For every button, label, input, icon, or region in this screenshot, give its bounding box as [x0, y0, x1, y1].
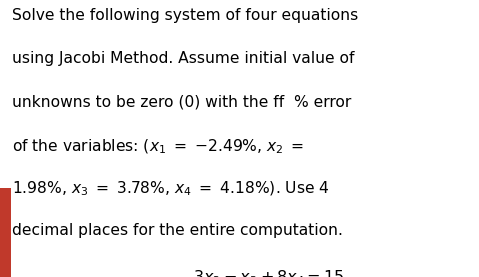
Text: $3x_2 - x_3 + 8x_4 = 15$: $3x_2 - x_3 + 8x_4 = 15$	[193, 269, 344, 277]
Text: decimal places for the entire computation.: decimal places for the entire computatio…	[12, 223, 343, 238]
Text: Solve the following system of four equations: Solve the following system of four equat…	[12, 8, 358, 23]
Text: unknowns to be zero (0) with the ff  % error: unknowns to be zero (0) with the ff % er…	[12, 94, 351, 109]
Text: of the variables: ($x_1$ $=$ $-$2.49%, $x_2$ $=$: of the variables: ($x_1$ $=$ $-$2.49%, $…	[12, 137, 304, 155]
Text: using Jacobi Method. Assume initial value of: using Jacobi Method. Assume initial valu…	[12, 51, 354, 66]
Text: 1.98%, $x_3$ $=$ 3.78%, $x_4$ $=$ 4.18%). Use 4: 1.98%, $x_3$ $=$ 3.78%, $x_4$ $=$ 4.18%)…	[12, 180, 330, 198]
Bar	[0, 188, 11, 277]
